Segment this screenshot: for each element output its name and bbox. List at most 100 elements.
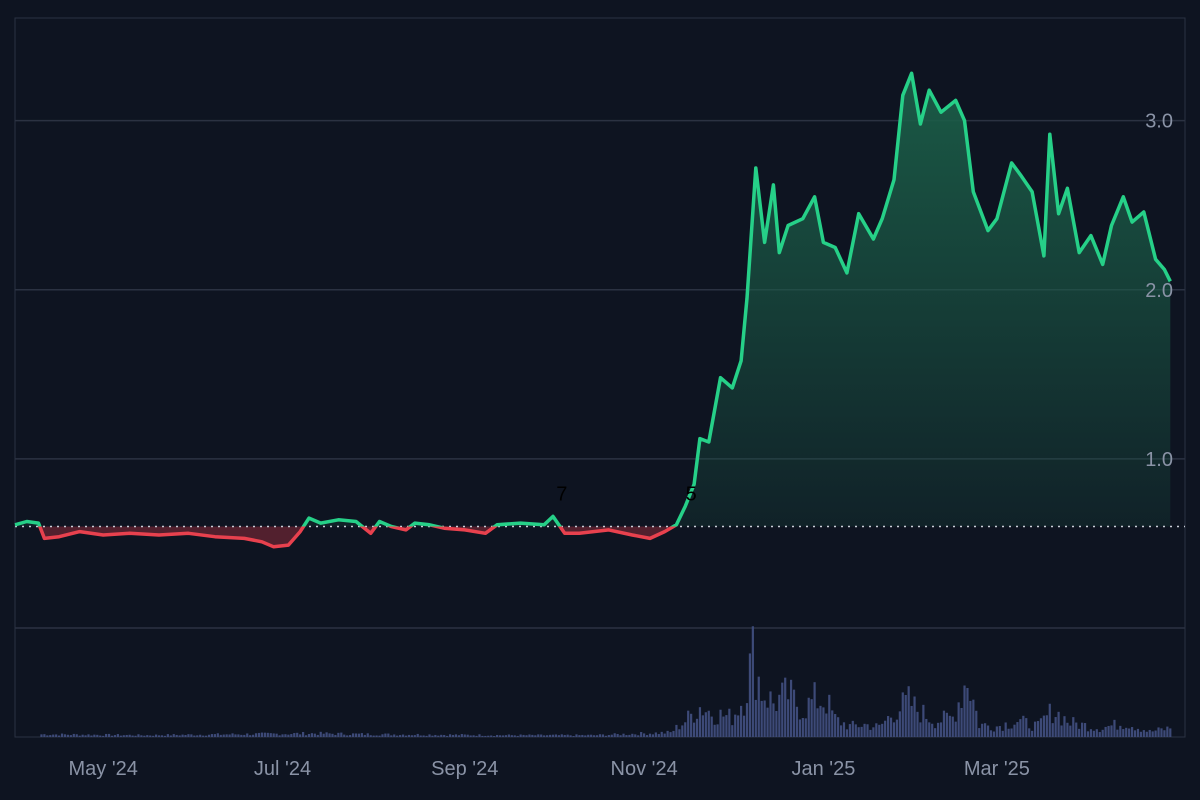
volume-bar — [287, 734, 290, 737]
volume-bar — [710, 716, 713, 737]
price-area — [15, 73, 1171, 547]
volume-bar — [834, 714, 837, 737]
volume-bar — [257, 732, 261, 737]
volume-bar — [769, 691, 772, 737]
volume-bar — [789, 679, 793, 737]
volume-bar — [40, 734, 43, 737]
volume-bar — [228, 734, 231, 737]
volume-bar — [881, 723, 884, 737]
volume-bar — [831, 710, 834, 737]
volume-bar — [240, 734, 243, 737]
volume-bar — [93, 734, 96, 737]
volume-bar — [260, 732, 264, 737]
volume-bar — [516, 735, 519, 737]
volume-bar — [1119, 725, 1122, 737]
volume-bar — [984, 723, 987, 737]
volume-bar — [46, 735, 49, 737]
volume-bar — [319, 731, 322, 737]
volume-bar — [152, 735, 155, 737]
volume-bar — [254, 733, 258, 737]
y-tick-label: 1.0 — [1145, 449, 1173, 471]
volume-bar — [222, 734, 225, 737]
volume-bar — [354, 733, 358, 737]
volume-bar — [475, 735, 478, 737]
volume-bar — [199, 734, 202, 737]
volume-bar — [684, 722, 687, 737]
volume-bar — [528, 734, 531, 737]
volume-bar — [748, 653, 752, 737]
volume-bar — [822, 707, 825, 737]
volume-bar — [454, 734, 458, 737]
volume-bar — [922, 704, 925, 737]
x-tick-label: Mar '25 — [964, 758, 1030, 780]
volume-bar — [1060, 725, 1063, 737]
volume-bar — [172, 734, 175, 737]
volume-bar — [1110, 725, 1113, 737]
volume-bar — [675, 724, 678, 737]
volume-bar — [431, 735, 434, 737]
volume-bar — [178, 735, 181, 737]
volume-bar — [725, 715, 728, 737]
volume-bar — [572, 735, 575, 737]
x-tick-label: Sep '24 — [431, 758, 498, 780]
volume-bar — [898, 711, 901, 737]
volume-bar — [466, 734, 469, 737]
volume-bar — [231, 733, 234, 737]
volume-bar — [660, 731, 663, 737]
volume-bar — [1116, 729, 1119, 737]
volume-bar — [105, 733, 108, 737]
volume-bar — [128, 734, 131, 737]
volume-bar — [1169, 728, 1172, 737]
volume-bar — [716, 724, 719, 737]
volume-bar — [804, 718, 807, 737]
volume-bar — [578, 735, 581, 737]
volume-bar — [1160, 728, 1163, 737]
volume-bar — [960, 707, 963, 737]
volume-bar — [316, 734, 319, 737]
volume-bar — [90, 735, 93, 737]
volume-bar — [272, 733, 275, 737]
volume-bar — [507, 734, 510, 737]
x-tick-label: Jan '25 — [791, 758, 855, 780]
volume-bar — [401, 734, 405, 737]
volume-bar — [807, 697, 810, 737]
volume-bar — [313, 733, 316, 737]
volume-bar — [878, 724, 881, 737]
volume-bar — [537, 734, 540, 737]
volume-bar — [328, 733, 331, 737]
volume-bar — [1122, 729, 1125, 737]
volume-bar — [1086, 731, 1090, 737]
volume-bar — [1148, 729, 1151, 737]
volume-bar — [692, 722, 696, 737]
volume-bar — [839, 725, 843, 737]
volume-bar — [728, 708, 731, 737]
volume-bar — [575, 734, 578, 737]
volume-bar — [134, 735, 137, 737]
volume-bar — [751, 626, 754, 737]
volume-bar — [310, 733, 314, 737]
volume-bar — [625, 735, 628, 737]
volume-bar — [443, 734, 446, 737]
volume-bar — [1042, 715, 1045, 737]
volume-bar — [707, 710, 710, 737]
volume-bar — [951, 716, 954, 737]
volume-bar — [972, 699, 975, 737]
volume-bar — [637, 735, 640, 737]
volume-bar — [704, 712, 707, 737]
volume-bar — [763, 700, 766, 737]
volume-bar — [801, 718, 804, 737]
volume-bar — [622, 733, 625, 737]
volume-bar — [825, 713, 828, 737]
volume-bar — [472, 735, 475, 737]
volume-bar — [52, 734, 55, 737]
volume-bar — [60, 733, 64, 737]
volume-bar — [169, 735, 172, 737]
volume-bar — [202, 735, 205, 737]
volume-bar — [590, 734, 593, 737]
volume-bar — [616, 733, 619, 737]
price-area-down — [39, 526, 674, 547]
volume-bar — [810, 699, 813, 737]
volume-bar — [513, 735, 516, 737]
